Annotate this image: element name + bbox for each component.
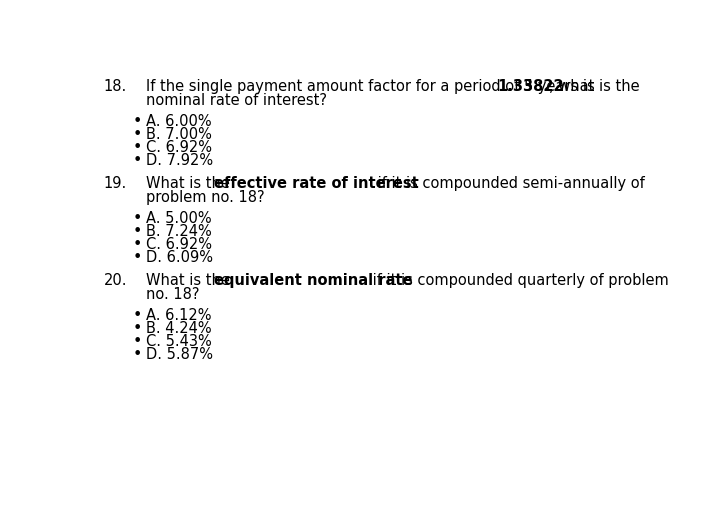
- Text: •: •: [132, 321, 142, 336]
- Text: •: •: [132, 308, 142, 323]
- Text: 20.: 20.: [104, 273, 127, 288]
- Text: •: •: [132, 153, 142, 168]
- Text: effective rate of interest: effective rate of interest: [214, 176, 419, 191]
- Text: A. 6.12%: A. 6.12%: [146, 308, 211, 323]
- Text: •: •: [132, 250, 142, 265]
- Text: A. 6.00%: A. 6.00%: [146, 114, 211, 129]
- Text: •: •: [132, 237, 142, 252]
- Text: •: •: [132, 210, 142, 225]
- Text: D. 6.09%: D. 6.09%: [146, 250, 213, 265]
- Text: C. 6.92%: C. 6.92%: [146, 237, 211, 252]
- Text: •: •: [132, 334, 142, 349]
- Text: 1.33822: 1.33822: [497, 79, 564, 94]
- Text: nominal rate of interest?: nominal rate of interest?: [146, 93, 326, 108]
- Text: •: •: [132, 224, 142, 239]
- Text: equivalent nominal rate: equivalent nominal rate: [214, 273, 413, 288]
- Text: B. 7.24%: B. 7.24%: [146, 224, 211, 239]
- Text: 19.: 19.: [104, 176, 127, 191]
- Text: A. 5.00%: A. 5.00%: [146, 210, 211, 225]
- Text: if it is compounded semi-annually of: if it is compounded semi-annually of: [373, 176, 645, 191]
- Text: C. 6.92%: C. 6.92%: [146, 140, 211, 155]
- Text: •: •: [132, 127, 142, 142]
- Text: B. 7.00%: B. 7.00%: [146, 127, 211, 142]
- Text: , what is the: , what is the: [549, 79, 639, 94]
- Text: no. 18?: no. 18?: [146, 287, 199, 302]
- Text: if it is compounded quarterly of problem: if it is compounded quarterly of problem: [368, 273, 669, 288]
- Text: C. 5.43%: C. 5.43%: [146, 334, 211, 349]
- Text: 18.: 18.: [104, 79, 127, 94]
- Text: B. 4.24%: B. 4.24%: [146, 321, 211, 336]
- Text: D. 5.87%: D. 5.87%: [146, 347, 213, 362]
- Text: D. 7.92%: D. 7.92%: [146, 153, 213, 168]
- Text: •: •: [132, 347, 142, 362]
- Text: problem no. 18?: problem no. 18?: [146, 190, 265, 205]
- Text: What is the: What is the: [146, 273, 234, 288]
- Text: What is the: What is the: [146, 176, 234, 191]
- Text: •: •: [132, 114, 142, 129]
- Text: If the single payment amount factor for a period of 5 years is: If the single payment amount factor for …: [146, 79, 599, 94]
- Text: •: •: [132, 140, 142, 155]
